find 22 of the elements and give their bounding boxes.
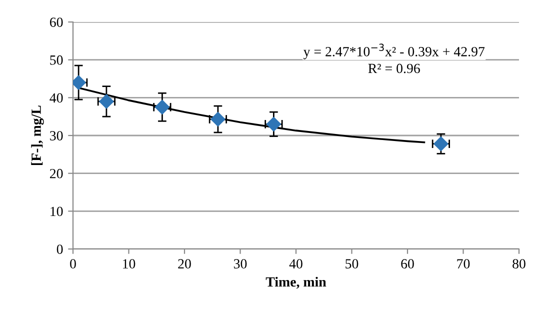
- y-axis-title: [F-], mg/L: [31, 106, 44, 165]
- annotation: R² = 0.96: [368, 64, 420, 74]
- y-tick-label: 20: [50, 168, 63, 178]
- x-axis-title: Time, min: [266, 276, 326, 289]
- x-tick-label: 20: [178, 259, 191, 268]
- x-tick-label: 0: [70, 259, 76, 268]
- y-tick-label: 50: [50, 55, 63, 65]
- x-tick-label: 50: [346, 259, 358, 268]
- x-tick-label: 70: [457, 259, 470, 268]
- annotation: y = 2.47*10$^{−3}$x² - 0.39x + 42.97: [303, 44, 485, 60]
- y-tick-label: 30: [50, 131, 63, 140]
- x-tick-label: 30: [234, 259, 247, 268]
- x-tick-label: 60: [401, 259, 414, 268]
- y-tick-label: 60: [50, 18, 63, 27]
- x-tick-label: 40: [289, 259, 302, 268]
- y-tick-label: 10: [50, 206, 63, 216]
- y-tick-label: 0: [56, 244, 63, 254]
- point: [99, 94, 114, 109]
- y-tick-label: 40: [50, 93, 63, 103]
- x-tick-label: 80: [512, 259, 526, 268]
- x-tick-label: 10: [123, 259, 136, 268]
- point: [210, 112, 226, 127]
